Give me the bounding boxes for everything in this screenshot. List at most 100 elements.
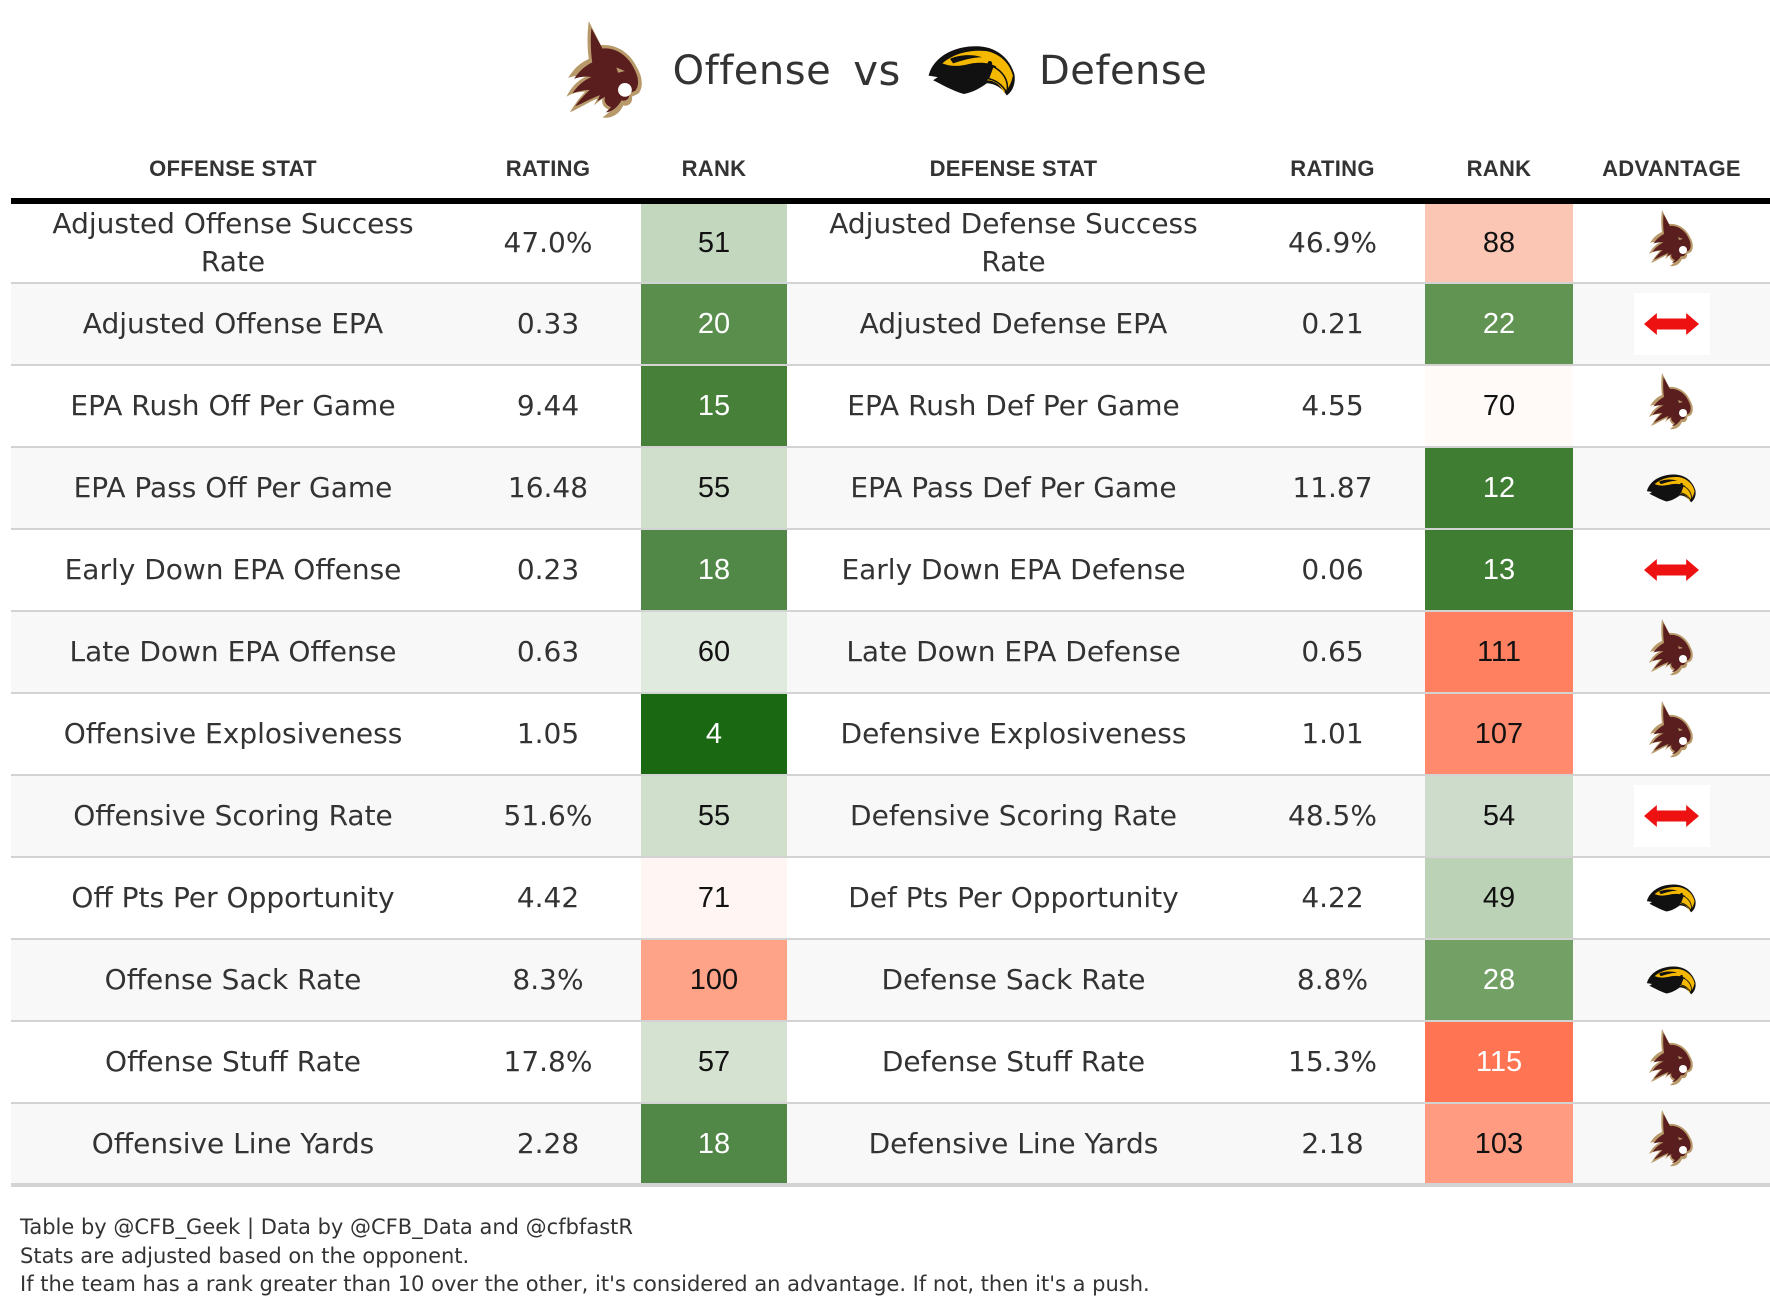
defense-rank-cell: 22 (1425, 283, 1573, 366)
offense-stat-cell: EPA Rush Off Per Game (11, 365, 455, 448)
table-row: EPA Pass Off Per Game 16.48 55 EPA Pass Def… (11, 447, 1770, 530)
offense-stat-cell: Offensive Scoring Rate (11, 775, 455, 858)
defense-stat-cell: Adjusted Defense Success Rate (787, 201, 1240, 284)
defense-rating-cell: 48.5% (1240, 775, 1425, 858)
advantage-cell (1573, 283, 1770, 366)
defense-stat-cell: Late Down EPA Defense (787, 611, 1240, 694)
defense-stat-cell: EPA Pass Def Per Game (787, 447, 1240, 530)
defense-stat-cell: Defense Stuff Rate (787, 1021, 1240, 1104)
offense-stat-cell: Offense Stuff Rate (11, 1021, 455, 1104)
footer-adjusted-note: Stats are adjusted based on the opponent… (20, 1243, 470, 1268)
push-arrow-icon (1633, 293, 1710, 355)
table-row: Offense Stuff Rate 17.8% 57 Defense Stuff R… (11, 1021, 1770, 1104)
advantage-cell (1573, 857, 1770, 940)
offense-rating-cell: 0.23 (455, 529, 641, 612)
defense-rating-cell: 11.87 (1240, 447, 1425, 530)
bobcat-logo-icon (1634, 208, 1710, 270)
offense-rank-cell: 15 (641, 365, 787, 448)
offense-stat-cell: Adjusted Offense EPA (11, 283, 455, 366)
defense-title: Defense (1038, 47, 1208, 94)
offense-rank-cell: 4 (641, 693, 787, 776)
defense-rank-cell: 70 (1425, 365, 1573, 448)
col-defense-rating: RATING (1240, 140, 1425, 204)
footer-advantage-note: If the team has a rank greater than 10 o… (20, 1272, 1150, 1296)
defense-rank-cell: 13 (1425, 529, 1573, 612)
table-row: Offensive Line Yards 2.28 18 Defensive Line… (11, 1103, 1770, 1187)
table-row: EPA Rush Off Per Game 9.44 15 EPA Rush Def … (11, 365, 1770, 448)
offense-rating-cell: 16.48 (455, 447, 641, 530)
advantage-cell (1573, 529, 1770, 612)
footer-credit: Table by @CFB_Geek | Data by @CFB_Data a… (20, 1215, 633, 1239)
defense-rank-cell: 28 (1425, 939, 1573, 1022)
col-offense-stat: OFFENSE STAT (11, 140, 455, 204)
defense-stat-cell: Def Pts Per Opportunity (787, 857, 1240, 940)
table-row: Offensive Explosiveness 1.05 4 Defensive Ex… (11, 693, 1770, 776)
offense-rank-cell: 18 (641, 1103, 787, 1187)
defense-stat-cell: Defensive Explosiveness (787, 693, 1240, 776)
defense-stat-cell: Defensive Line Yards (787, 1103, 1240, 1187)
advantage-cell (1573, 1103, 1770, 1187)
table-row: Offensive Scoring Rate 51.6% 55 Defensive S… (11, 775, 1770, 858)
push-arrow-icon (1633, 785, 1710, 847)
advantage-cell (1573, 365, 1770, 448)
matchup-table: OFFENSE STAT RATING RANK DEFENSE STAT RA… (11, 140, 1770, 1187)
bobcat-logo-icon (1634, 371, 1710, 433)
offense-rating-cell: 51.6% (455, 775, 641, 858)
offense-rating-cell: 47.0% (455, 201, 641, 284)
defense-rating-cell: 15.3% (1240, 1021, 1425, 1104)
col-advantage: ADVANTAGE (1573, 140, 1770, 204)
table-row: Offense Sack Rate 8.3% 100 Defense Sack Rat… (11, 939, 1770, 1022)
defense-stat-cell: Adjusted Defense EPA (787, 283, 1240, 366)
defense-rank-cell: 107 (1425, 693, 1573, 776)
offense-rating-cell: 4.42 (455, 857, 641, 940)
col-defense-stat: DEFENSE STAT (787, 140, 1240, 204)
advantage-cell (1573, 447, 1770, 530)
defense-rank-cell: 88 (1425, 201, 1573, 284)
defense-stat-cell: EPA Rush Def Per Game (787, 365, 1240, 448)
defense-rank-cell: 115 (1425, 1021, 1573, 1104)
offense-rating-cell: 1.05 (455, 693, 641, 776)
advantage-cell (1573, 693, 1770, 776)
defense-rating-cell: 4.22 (1240, 857, 1425, 940)
col-defense-rank: RANK (1425, 140, 1573, 204)
golden-eagle-logo-icon (927, 40, 1019, 102)
offense-rank-cell: 18 (641, 529, 787, 612)
advantage-cell (1573, 1021, 1770, 1104)
offense-rank-cell: 57 (641, 1021, 787, 1104)
defense-stat-cell: Defense Sack Rate (787, 939, 1240, 1022)
push-arrow-icon (1633, 539, 1710, 601)
vs-label: vs (853, 46, 901, 95)
table-row: Off Pts Per Opportunity 4.42 71 Def Pts Per… (11, 857, 1770, 940)
advantage-cell (1573, 201, 1770, 284)
offense-title: Offense (672, 47, 832, 94)
offense-stat-cell: Offensive Line Yards (11, 1103, 455, 1187)
advantage-cell (1573, 775, 1770, 858)
defense-rating-cell: 0.65 (1240, 611, 1425, 694)
table-row: Adjusted Offense Success Rate 47.0% 51 Adju… (11, 201, 1770, 284)
defense-rating-cell: 1.01 (1240, 693, 1425, 776)
offense-rating-cell: 0.63 (455, 611, 641, 694)
defense-stat-cell: Defensive Scoring Rate (787, 775, 1240, 858)
offense-rating-cell: 17.8% (455, 1021, 641, 1104)
offense-rank-cell: 51 (641, 201, 787, 284)
offense-rank-cell: 55 (641, 447, 787, 530)
offense-stat-cell: Off Pts Per Opportunity (11, 857, 455, 940)
table-row: Early Down EPA Offense 0.23 18 Early Down E… (11, 529, 1770, 612)
defense-rank-cell: 49 (1425, 857, 1573, 940)
defense-rating-cell: 2.18 (1240, 1103, 1425, 1187)
offense-stat-cell: Offensive Explosiveness (11, 693, 455, 776)
offense-rating-cell: 8.3% (455, 939, 641, 1022)
col-offense-rank: RANK (641, 140, 787, 204)
offense-rank-cell: 55 (641, 775, 787, 858)
bobcat-logo-icon (563, 19, 649, 123)
advantage-cell (1573, 939, 1770, 1022)
offense-rank-cell: 71 (641, 857, 787, 940)
defense-rating-cell: 4.55 (1240, 365, 1425, 448)
golden-eagle-logo-icon (1634, 949, 1710, 1011)
offense-rank-cell: 60 (641, 611, 787, 694)
table-row: Adjusted Offense EPA 0.33 20 Adjusted Defen… (11, 283, 1770, 366)
offense-rank-cell: 100 (641, 939, 787, 1022)
advantage-cell (1573, 611, 1770, 694)
header-row: OFFENSE STAT RATING RANK DEFENSE STAT RA… (11, 140, 1770, 204)
bobcat-logo-icon (1634, 1027, 1710, 1089)
